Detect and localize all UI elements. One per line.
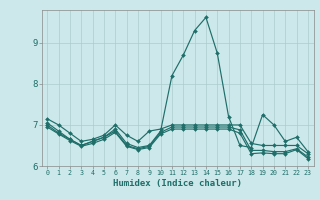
X-axis label: Humidex (Indice chaleur): Humidex (Indice chaleur) <box>113 179 242 188</box>
